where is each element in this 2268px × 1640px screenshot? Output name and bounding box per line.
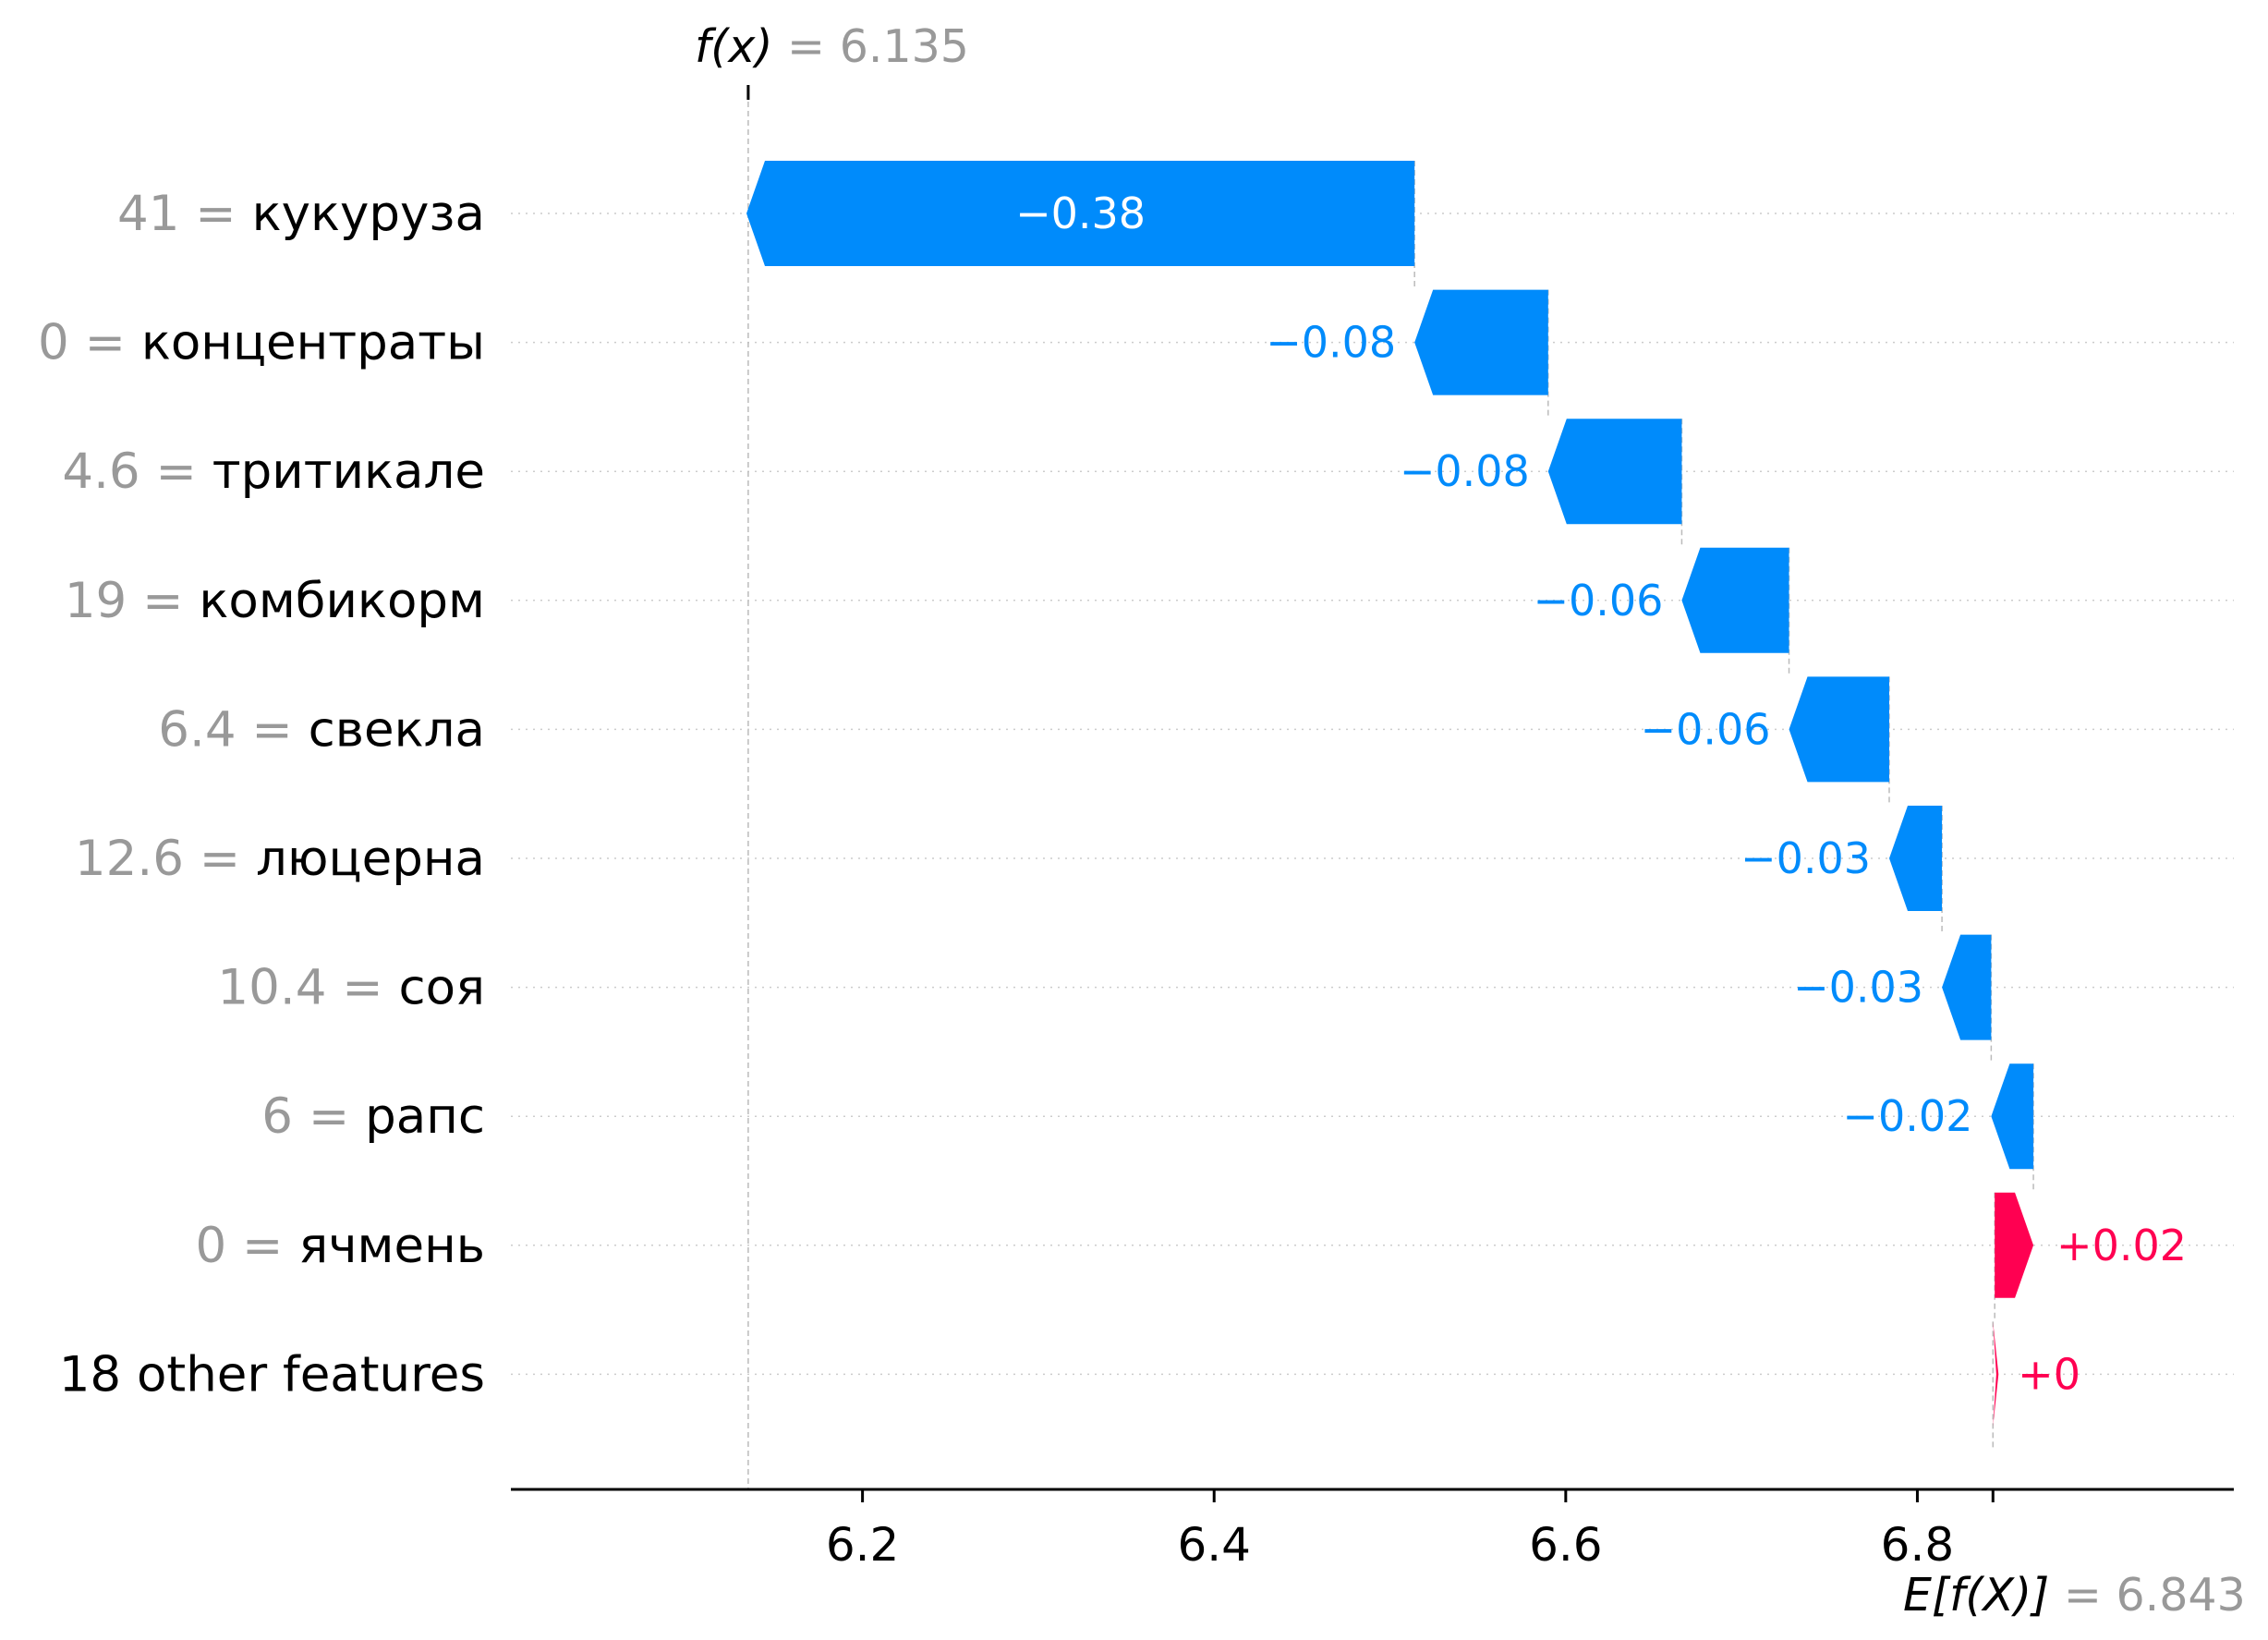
fx-label: f(x) = 6.135 <box>695 20 969 73</box>
feature-label: 4.6 = тритикале <box>62 443 485 500</box>
feature-name: концентраты <box>141 315 485 371</box>
feature-name: рапс <box>365 1088 485 1145</box>
feature-label: 18 other features <box>59 1346 485 1403</box>
feature-label: 6.4 = свекла <box>158 701 485 758</box>
bar-value-label: −0.02 <box>1842 1091 1972 1141</box>
shap-bar <box>1681 547 1789 653</box>
bars: −0.38 −0.08 −0.08 −0.06 −0.06 −0.03 −0.03 −0.02… <box>746 161 2187 1427</box>
feature-label: 0 = концентраты <box>38 315 485 371</box>
x-tick-label: 6.6 <box>1529 1518 1603 1572</box>
bar-value-label: −0.03 <box>1793 963 1923 1013</box>
bar-value-label: −0.08 <box>1400 446 1530 496</box>
feature-value: 19 = <box>65 573 200 629</box>
fx-prefix: f(x) <box>695 20 772 73</box>
feature-name: соя <box>399 960 485 1016</box>
fx-value: 6.135 <box>840 20 969 73</box>
shap-bar <box>1547 419 1682 525</box>
shap-bar <box>1889 806 1943 911</box>
shap-bar <box>1993 1321 1999 1427</box>
feature-name: 18 other features <box>59 1346 485 1403</box>
feature-name: кукуруза <box>252 186 485 242</box>
feature-value: 12.6 = <box>75 831 256 887</box>
feature-name: люцерна <box>256 831 485 887</box>
feature-value: 0 = <box>195 1218 298 1274</box>
efx-prefix: E[f(X)] <box>1903 1569 2049 1622</box>
row-gridlines <box>511 213 2234 1376</box>
bar-value-label: −0.06 <box>1533 576 1663 626</box>
x-tick-label: 6.4 <box>1177 1518 1251 1572</box>
efx-value: 6.843 <box>2116 1569 2245 1622</box>
feature-name: комбикорм <box>199 573 485 629</box>
feature-label: 12.6 = люцерна <box>75 831 485 887</box>
bar-value-label: +0.02 <box>2056 1221 2187 1270</box>
bar-value-label: −0.06 <box>1641 704 1771 754</box>
feature-value: 6 = <box>261 1088 365 1145</box>
x-tick-label: 6.8 <box>1881 1518 1955 1572</box>
guide-lines <box>746 85 2034 1489</box>
feature-name: ячмень <box>298 1218 485 1274</box>
efx-equals: = <box>2049 1569 2116 1622</box>
x-axis: 6.2 6.4 6.6 6.8 <box>511 1488 2234 1572</box>
feature-name: свекла <box>309 701 485 758</box>
feature-label: 6 = рапс <box>261 1088 485 1145</box>
feature-name: тритикале <box>212 443 485 500</box>
shap-bar <box>1995 1192 2034 1298</box>
bar-value-label: +0 <box>2018 1349 2080 1399</box>
efx-label: E[f(X)] = 6.843 <box>1903 1569 2246 1622</box>
feature-value: 6.4 = <box>158 701 308 758</box>
shap-bar <box>1942 934 1992 1040</box>
feature-label: 41 = кукуруза <box>117 186 485 242</box>
feature-label: 19 = комбикорм <box>65 573 485 629</box>
shap-bar <box>746 161 1415 266</box>
shap-bar <box>1414 289 1548 395</box>
row-labels: 41 = кукуруза 0 = концентраты 4.6 = тритик… <box>38 186 485 1403</box>
x-tick-label: 6.2 <box>826 1518 900 1572</box>
fx-equals: = <box>772 20 839 73</box>
feature-label: 10.4 = соя <box>217 960 485 1016</box>
feature-label: 0 = ячмень <box>195 1218 485 1274</box>
feature-value: 10.4 = <box>217 960 398 1016</box>
shap-bar <box>1991 1063 2034 1170</box>
bar-value-label: −0.08 <box>1266 318 1396 368</box>
feature-value: 0 = <box>38 315 141 371</box>
bar-value-label: −0.38 <box>1015 188 1146 238</box>
feature-value: 4.6 = <box>62 443 212 500</box>
bar-value-label: −0.03 <box>1740 833 1871 883</box>
feature-value: 41 = <box>117 186 252 242</box>
shap-bar <box>1789 676 1889 783</box>
